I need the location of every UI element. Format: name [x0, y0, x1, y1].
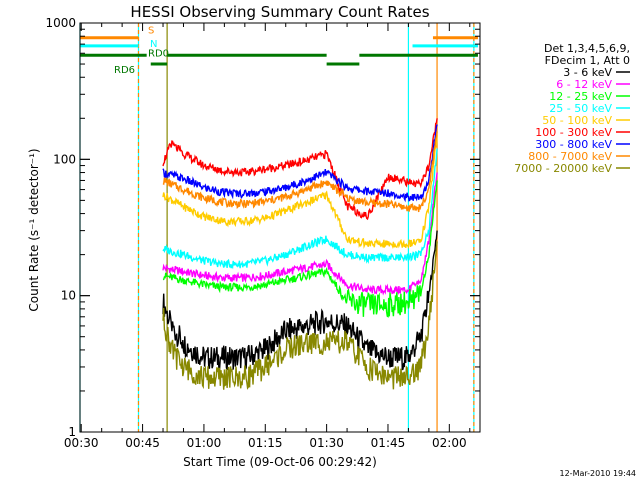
x-tick-label: 00:45	[125, 436, 160, 450]
series-line	[162, 118, 438, 221]
legend-label: 7000 - 20000 keV	[514, 162, 612, 175]
flag-label: RD0	[148, 48, 169, 59]
series-line	[162, 148, 438, 270]
flag-label: N	[150, 39, 157, 50]
series-line	[162, 135, 438, 250]
x-tick-label: 01:00	[187, 436, 222, 450]
x-tick-label: 01:45	[371, 436, 406, 450]
plot-frame	[79, 22, 481, 433]
legend-header: FDecim 1, Att 0	[545, 54, 630, 67]
flag-label: RD6	[114, 65, 135, 76]
legend: Det 1,3,4,5,6,9,FDecim 1, Att 03 - 6 keV…	[514, 42, 630, 175]
series-line	[162, 180, 438, 318]
legend-label: 12 - 25 keV	[549, 90, 612, 103]
x-tick-label: 00:30	[64, 436, 99, 450]
legend-label: 100 - 300 keV	[535, 126, 612, 139]
series-line	[162, 172, 438, 296]
legend-label: 300 - 800 keV	[535, 138, 612, 151]
x-axis-label: Start Time (09-Oct-06 00:29:42)	[183, 455, 377, 469]
legend-label: 25 - 50 keV	[549, 102, 612, 115]
x-tick-label: 02:00	[432, 436, 467, 450]
series-line	[162, 241, 438, 390]
legend-label: 3 - 6 keV	[563, 66, 612, 79]
y-tick-label: 10	[61, 289, 76, 303]
y-axis-label: Count Rate (s⁻¹ detector⁻¹)	[27, 148, 41, 311]
footer-date: 12-Mar-2010 19:44	[560, 469, 637, 478]
legend-label: 800 - 7000 keV	[528, 150, 612, 163]
y-tick-label: 1000	[45, 16, 76, 30]
axes: 1 10 100 1000 00:30 00:45 01:00 01:15 01:30 01:45…	[45, 16, 480, 450]
series-line	[162, 124, 438, 203]
legend-label: 50 - 100 keV	[542, 114, 612, 127]
flag-label: S	[148, 26, 154, 37]
legend-label: 6 - 12 keV	[556, 78, 612, 91]
series-line	[162, 131, 438, 213]
y-tick-label: 1	[68, 425, 76, 439]
x-tick-label: 01:15	[248, 436, 283, 450]
chart-title: HESSI Observing Summary Count Rates	[130, 3, 429, 21]
y-tick-label: 100	[53, 152, 76, 166]
x-tick-label: 01:30	[309, 436, 344, 450]
legend-header: Det 1,3,4,5,6,9,	[544, 42, 630, 55]
